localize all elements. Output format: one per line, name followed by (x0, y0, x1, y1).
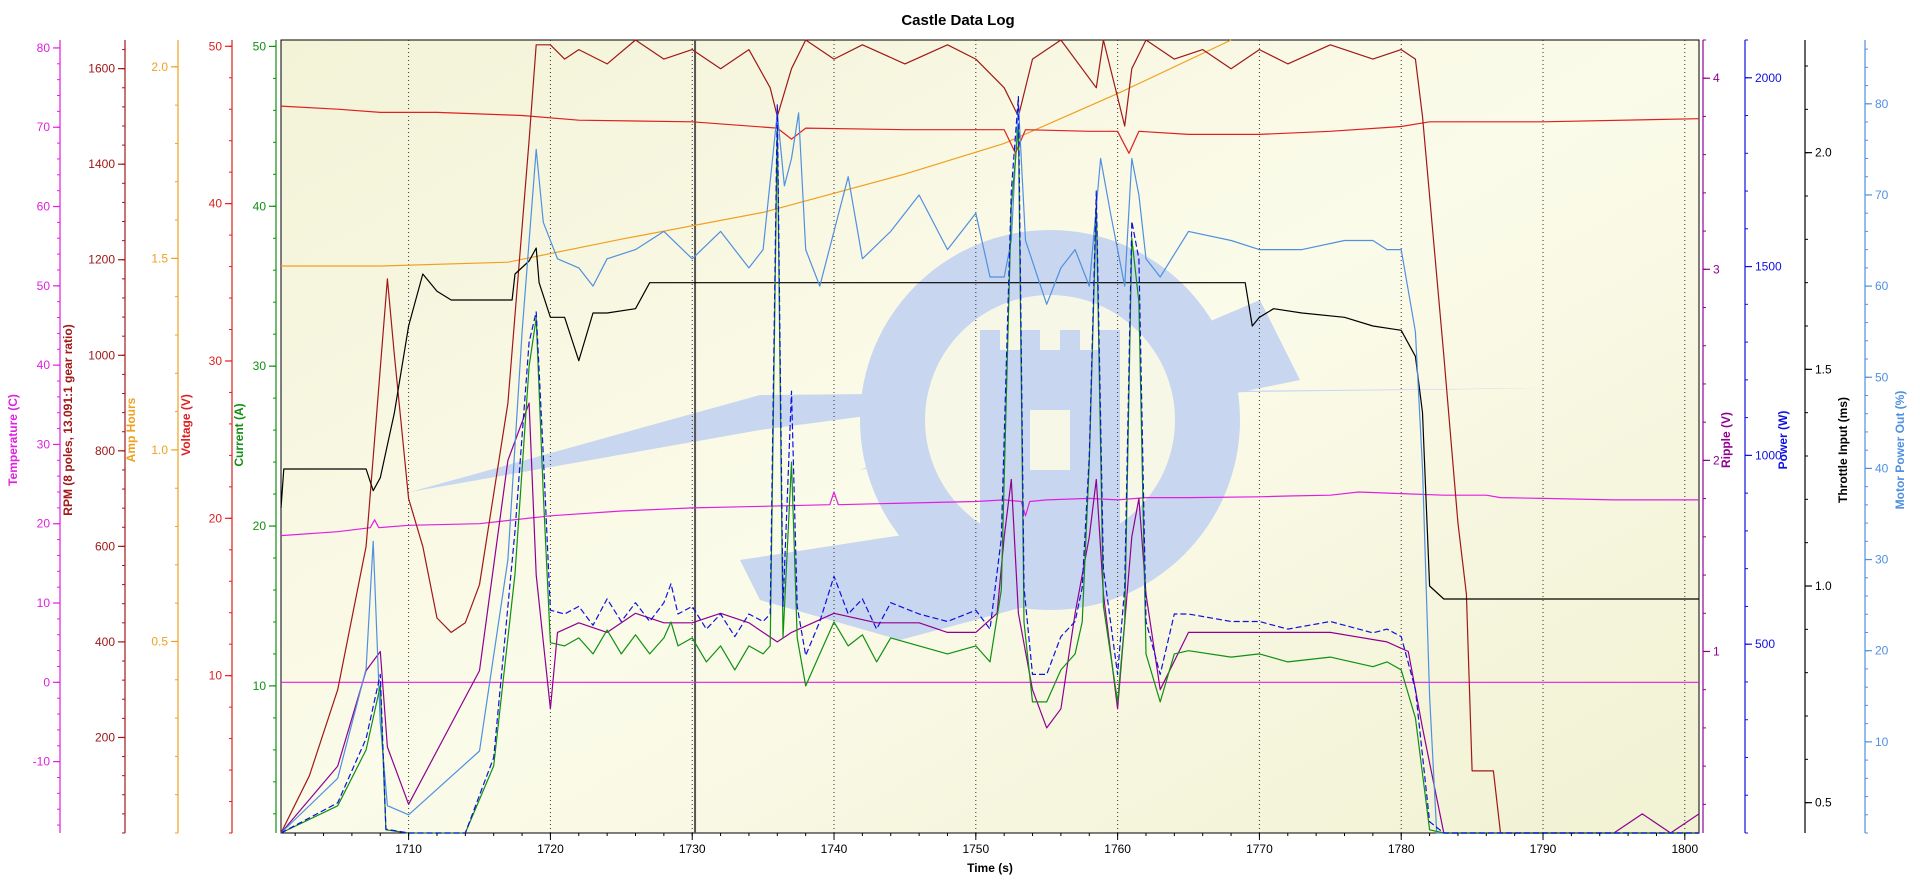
x-axis: 1710 1720 1730 1740 1750 1760 1770 1780 1790 1800 (294, 833, 1698, 856)
axis-tick-label: 800 (95, 444, 115, 458)
axis-tick-label: 10 (209, 669, 223, 683)
axis-title: Voltage (V) (179, 394, 193, 456)
axis-tick-label: 0.5 (151, 634, 168, 648)
axis-tick-label: 4 (1713, 71, 1720, 85)
axis-title: Current (A) (232, 403, 246, 466)
series-line-ah (281, 39, 1232, 267)
axis-rpm: 200 400 600 800 1000 1200 1400 1600 RPM (8 poles… (61, 40, 126, 834)
axis-curr: 10 20 30 40 50 Current (A) (232, 39, 277, 833)
axis-tick-label: 0 (43, 675, 50, 689)
axis-tick-label: 1.0 (1815, 579, 1832, 593)
axis-tick-label: 0.5 (1815, 796, 1832, 810)
axis-tick-label: 500 (1755, 637, 1775, 651)
axis-tick-label: 80 (1875, 97, 1889, 111)
axis-tick-label: 2 (1713, 453, 1720, 467)
axis-tick-label: 10 (37, 596, 51, 610)
axis-tick-label: 50 (37, 279, 51, 293)
watermark-door (1030, 410, 1070, 470)
axis-tick-label: 50 (209, 39, 223, 53)
axis-tick-label: 50 (1875, 370, 1889, 384)
axis-tick-label: 2000 (1755, 71, 1782, 85)
axis-volt: 10 20 30 40 50 Voltage (V) (179, 39, 233, 834)
x-tick-label: 1710 (395, 842, 422, 856)
series-line-curr (280, 125, 1699, 834)
x-tick-label: 1770 (1246, 842, 1273, 856)
axis-tick-label: 1 (1713, 644, 1720, 658)
axis-tick-label: 2.0 (1815, 146, 1832, 160)
axis-tick-label: 30 (253, 359, 267, 373)
axis-title: Power (W) (1776, 411, 1790, 470)
x-tick-label: 1750 (962, 842, 989, 856)
axis-tick-label: 1.5 (151, 251, 168, 265)
axis-tick-label: 1.5 (1815, 362, 1832, 376)
axis-title: Temperature (C) (6, 394, 20, 486)
axis-title: RPM (8 poles, 13.091:1 gear ratio) (61, 324, 75, 515)
axis-tick-label: 1200 (88, 253, 115, 267)
axis-tick-label: 3 (1713, 262, 1720, 276)
axis-tick-label: 400 (95, 635, 115, 649)
axis-tick-label: 30 (37, 437, 51, 451)
axis-tick-label: 10 (253, 679, 267, 693)
axis-tick-label: 20 (37, 517, 51, 531)
axis-tick-label: 20 (253, 519, 267, 533)
x-tick-label: 1760 (1104, 842, 1131, 856)
axis-tick-label: 20 (209, 511, 223, 525)
x-tick-label: 1790 (1530, 842, 1557, 856)
watermark-tail (740, 520, 1050, 640)
watermark-wing (410, 388, 1560, 492)
axis-tick-label: 30 (209, 354, 223, 368)
axis-mpo: 10 20 30 40 50 60 70 80 Motor Power Out (%) (1864, 40, 1907, 834)
axis-tick-label: 40 (253, 199, 267, 213)
x-tick-label: 1720 (537, 842, 564, 856)
axis-tick-label: 20 (1875, 644, 1889, 658)
grid-lines (408, 40, 1686, 833)
axis-ah: 0.5 1.0 1.5 2.0 Amp Hours (124, 40, 179, 834)
chart-title: Castle Data Log (901, 12, 1014, 29)
series-line-mpo (280, 103, 1699, 834)
series-line-thr (280, 247, 1699, 600)
axis-title: Amp Hours (124, 397, 138, 462)
axis-tick-label: 60 (1875, 279, 1889, 293)
axis-tick-label: 10 (1875, 735, 1889, 749)
axis-tick-label: 40 (37, 358, 51, 372)
series-line-power (280, 95, 1699, 834)
axis-tick-label: 1000 (88, 348, 115, 362)
axis-tick-label: 600 (95, 539, 115, 553)
x-tick-label: 1740 (821, 842, 848, 856)
castle-watermark-logo (410, 230, 1560, 640)
axis-ripple: 1 2 3 4 Ripple (V) (1702, 39, 1733, 833)
axis-tick-label: 70 (1875, 188, 1889, 202)
axis-tick-label: 50 (253, 39, 267, 53)
axis-temp: -10 0 10 20 30 40 50 60 70 80 Temperature (C) (6, 40, 61, 833)
axis-title: Ripple (V) (1719, 412, 1733, 468)
axis-tick-label: 1000 (1755, 448, 1782, 462)
series-line-rpm (280, 39, 1699, 834)
axis-tick-label: 200 (95, 730, 115, 744)
x-axis-label: Time (s) (967, 861, 1013, 875)
axis-tick-label: 60 (37, 200, 51, 214)
axis-tick-label: 40 (1875, 461, 1889, 475)
axis-tick-label: 1500 (1755, 260, 1782, 274)
axis-thr: 0.5 1.0 1.5 2.0 Throttle Input (ms) (1804, 40, 1850, 833)
axis-tick-label: 2.0 (151, 60, 168, 74)
axis-title: Throttle Input (ms) (1836, 397, 1850, 503)
series-layer (280, 39, 1700, 834)
x-tick-label: 1800 (1671, 842, 1698, 856)
x-tick-label: 1730 (679, 842, 706, 856)
x-tick-label: 1780 (1388, 842, 1415, 856)
axis-tick-label: 40 (209, 197, 223, 211)
axis-title: Motor Power Out (%) (1893, 391, 1907, 510)
axis-tick-label: 1.0 (151, 443, 168, 457)
axis-tick-label: 80 (37, 41, 51, 55)
axis-tick-label: 70 (37, 120, 51, 134)
axis-power: 500 1000 1500 2000 Power (W) (1744, 39, 1790, 834)
axis-tick-label: 1400 (88, 157, 115, 171)
axis-tick-label: -10 (33, 755, 51, 769)
axis-tick-label: 30 (1875, 553, 1889, 567)
series-line-temp (280, 491, 1699, 537)
axis-tick-label: 1600 (88, 62, 115, 76)
